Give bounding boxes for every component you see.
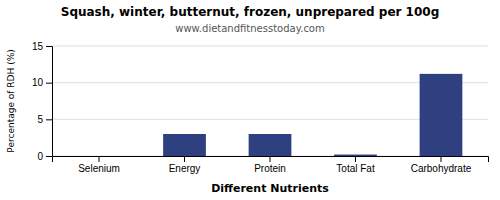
- bar: [249, 134, 292, 156]
- bars: [163, 74, 462, 156]
- axis-line: [53, 157, 489, 163]
- bar: [163, 134, 206, 156]
- x-axis: Selenium Energy Protein Total Fat Carbohydra…: [53, 156, 489, 174]
- tick: Energy: [169, 156, 201, 174]
- tick-label: Total Fat: [336, 163, 375, 174]
- title: Squash, winter, butternut, frozen, unpre…: [61, 5, 440, 19]
- tick-label: 5: [37, 114, 43, 125]
- tick-label: Energy: [169, 163, 201, 174]
- y-axis: 0 5 10 15: [32, 41, 53, 162]
- tick-label: 15: [32, 41, 44, 52]
- tick-mark: [184, 156, 185, 162]
- tick-mark: [46, 46, 52, 47]
- tick-mark: [99, 156, 100, 162]
- tick-label: Protein: [254, 163, 286, 174]
- tick-mark: [46, 119, 52, 120]
- tick-mark: [46, 156, 52, 157]
- subtitle: www.dietandfitnesstoday.com: [175, 23, 324, 34]
- plot: 0 5 10 15 Selenium Energy Protein Total Fat Carb…: [32, 41, 489, 174]
- tick-label: 0: [37, 151, 43, 162]
- tick: Protein: [254, 156, 286, 174]
- x-axis-title: Different Nutrients: [211, 182, 329, 195]
- tick: 10: [32, 77, 52, 88]
- grid: [52, 46, 488, 156]
- tick: 0: [37, 151, 52, 162]
- axis-line: [46, 47, 53, 157]
- tick-label: Carbohydrate: [411, 163, 472, 174]
- tick: 15: [32, 41, 52, 52]
- tick-label: 10: [32, 77, 44, 88]
- y-axis-title: Percentage of RDH (%): [6, 49, 16, 152]
- tick-mark: [355, 156, 356, 162]
- bar: [78, 156, 121, 157]
- tick: Total Fat: [336, 156, 375, 174]
- tick-mark: [46, 83, 52, 84]
- tick-mark: [270, 156, 271, 162]
- tick: 5: [37, 114, 52, 125]
- chart: Squash, winter, butternut, frozen, unpre…: [0, 0, 500, 200]
- bar: [334, 155, 377, 156]
- bar: [420, 74, 463, 156]
- tick: Selenium: [78, 156, 120, 174]
- tick-mark: [440, 156, 441, 162]
- grid-line: [52, 46, 488, 47]
- tick-label: Selenium: [78, 163, 120, 174]
- tick: Carbohydrate: [411, 156, 472, 174]
